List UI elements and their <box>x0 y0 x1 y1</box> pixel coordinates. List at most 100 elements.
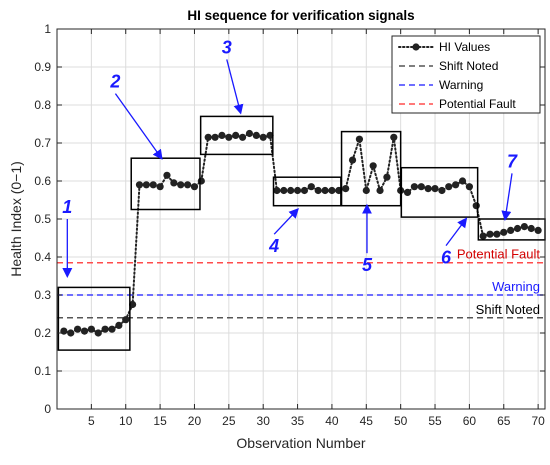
region-arrow-7 <box>501 173 513 221</box>
hi-data-point <box>390 133 398 141</box>
x-tick-label: 45 <box>360 414 374 428</box>
hi-data-point <box>273 186 281 195</box>
hi-data-point <box>245 129 254 138</box>
legend-swatch-marker <box>412 43 420 51</box>
hi-data-point <box>225 133 233 141</box>
hi-data-point <box>355 135 364 143</box>
hi-data-point <box>376 186 384 195</box>
hi-data-point <box>431 185 439 193</box>
hi-data-point <box>170 179 178 187</box>
hi-data-point <box>266 131 274 139</box>
hi-data-point <box>369 162 377 170</box>
x-tick-label: 25 <box>222 414 236 428</box>
x-tick-label: 50 <box>394 414 408 428</box>
hi-data-point <box>500 228 508 236</box>
hi-data-point <box>142 181 150 189</box>
hi-data-point <box>507 226 515 234</box>
hi-data-point <box>74 325 82 333</box>
region-box-2 <box>130 157 201 211</box>
y-tick-label: 0 <box>44 402 51 416</box>
hi-data-point <box>348 156 357 164</box>
hi-data-point <box>94 329 102 337</box>
x-tick-label: 60 <box>463 414 477 428</box>
hi-data-point <box>211 133 219 141</box>
x-tick-label: 55 <box>428 414 442 428</box>
legend: HI Values Shift Noted Warning Potential Fau… <box>391 35 541 114</box>
y-tick-label: 0.4 <box>34 250 51 264</box>
region-arrow-3 <box>226 59 244 115</box>
region-number-6: 6 <box>441 248 452 268</box>
hi-data-point <box>190 183 199 191</box>
hi-data-point <box>486 230 494 238</box>
hi-data-point <box>177 181 185 189</box>
hi-data-point <box>252 131 260 139</box>
x-tick-label: 35 <box>291 414 305 428</box>
x-tick-label: 10 <box>119 414 133 428</box>
hi-data-point <box>493 230 501 238</box>
hi-data-point <box>520 223 528 231</box>
hi-data-point <box>108 325 116 333</box>
hi-data-point <box>438 186 446 195</box>
y-tick-label: 0.7 <box>34 136 51 150</box>
hi-data-point <box>232 131 240 139</box>
hi-data-point <box>280 186 288 195</box>
region-box-1 <box>57 286 131 351</box>
hi-data-point <box>129 300 137 309</box>
threshold-layer <box>57 261 545 319</box>
hi-data-point <box>67 329 75 337</box>
hi-data-point <box>424 185 432 193</box>
legend-entry-label: Warning <box>439 78 483 92</box>
region-number-1: 1 <box>62 197 72 217</box>
hi-data-point <box>342 185 350 193</box>
label-layer: Potential Fault Warning Shift Noted <box>457 247 540 317</box>
y-tick-label: 0.5 <box>34 212 51 226</box>
x-tick-label: 70 <box>531 414 545 428</box>
hi-data-point <box>307 183 315 191</box>
hi-data-point <box>87 325 95 333</box>
hi-data-point <box>403 188 412 196</box>
region-number-5: 5 <box>362 255 373 275</box>
threshold-label: Shift Noted <box>476 302 540 317</box>
hi-data-point <box>197 177 205 185</box>
region-box-3 <box>199 115 274 156</box>
hi-data-point <box>534 226 542 234</box>
y-tick-label: 0.1 <box>34 364 51 378</box>
legend-entry-label: HI Values <box>439 40 490 54</box>
y-tick-label: 0.2 <box>34 326 51 340</box>
legend-entry-label: Shift Noted <box>439 59 498 73</box>
hi-data-point <box>479 232 487 240</box>
hi-data-point <box>321 186 329 195</box>
hi-data-point <box>445 183 453 191</box>
hi-data-point <box>417 183 425 191</box>
region-number-3: 3 <box>222 37 232 57</box>
hi-data-point <box>362 186 370 195</box>
y-tick-label: 0.9 <box>34 60 51 74</box>
y-tick-label: 1 <box>44 22 51 36</box>
hi-data-point <box>314 186 322 195</box>
hi-data-point <box>135 181 144 189</box>
hi-data-point <box>163 171 171 179</box>
hi-data-point <box>80 327 89 335</box>
hi-data-point <box>300 186 309 195</box>
hi-data-point <box>149 181 157 189</box>
threshold-label: Potential Fault <box>457 247 540 262</box>
hi-data-point <box>156 183 164 191</box>
hi-data-point <box>204 133 212 141</box>
series-layer <box>60 129 542 337</box>
region-arrow-6 <box>445 217 468 246</box>
region-layer: 1 2 3 4 5 6 7 <box>57 37 546 351</box>
hi-data-point <box>328 186 336 195</box>
y-tick-label: 0.6 <box>34 174 51 188</box>
x-tick-label: 5 <box>88 414 95 428</box>
region-arrow-4 <box>273 208 299 235</box>
tick-layer: 5 10 15 20 25 30 35 40 45 50 55 60 65 7000.10.20.30.4… <box>34 22 545 428</box>
hi-data-point <box>115 321 123 329</box>
hi-data-point <box>238 133 247 141</box>
x-tick-label: 65 <box>497 414 511 428</box>
region-number-7: 7 <box>507 151 518 171</box>
hi-data-point <box>218 131 226 139</box>
x-tick-label: 15 <box>153 414 167 428</box>
y-tick-label: 0.8 <box>34 98 51 112</box>
hi-data-point <box>410 183 419 191</box>
hi-data-point <box>465 183 473 191</box>
